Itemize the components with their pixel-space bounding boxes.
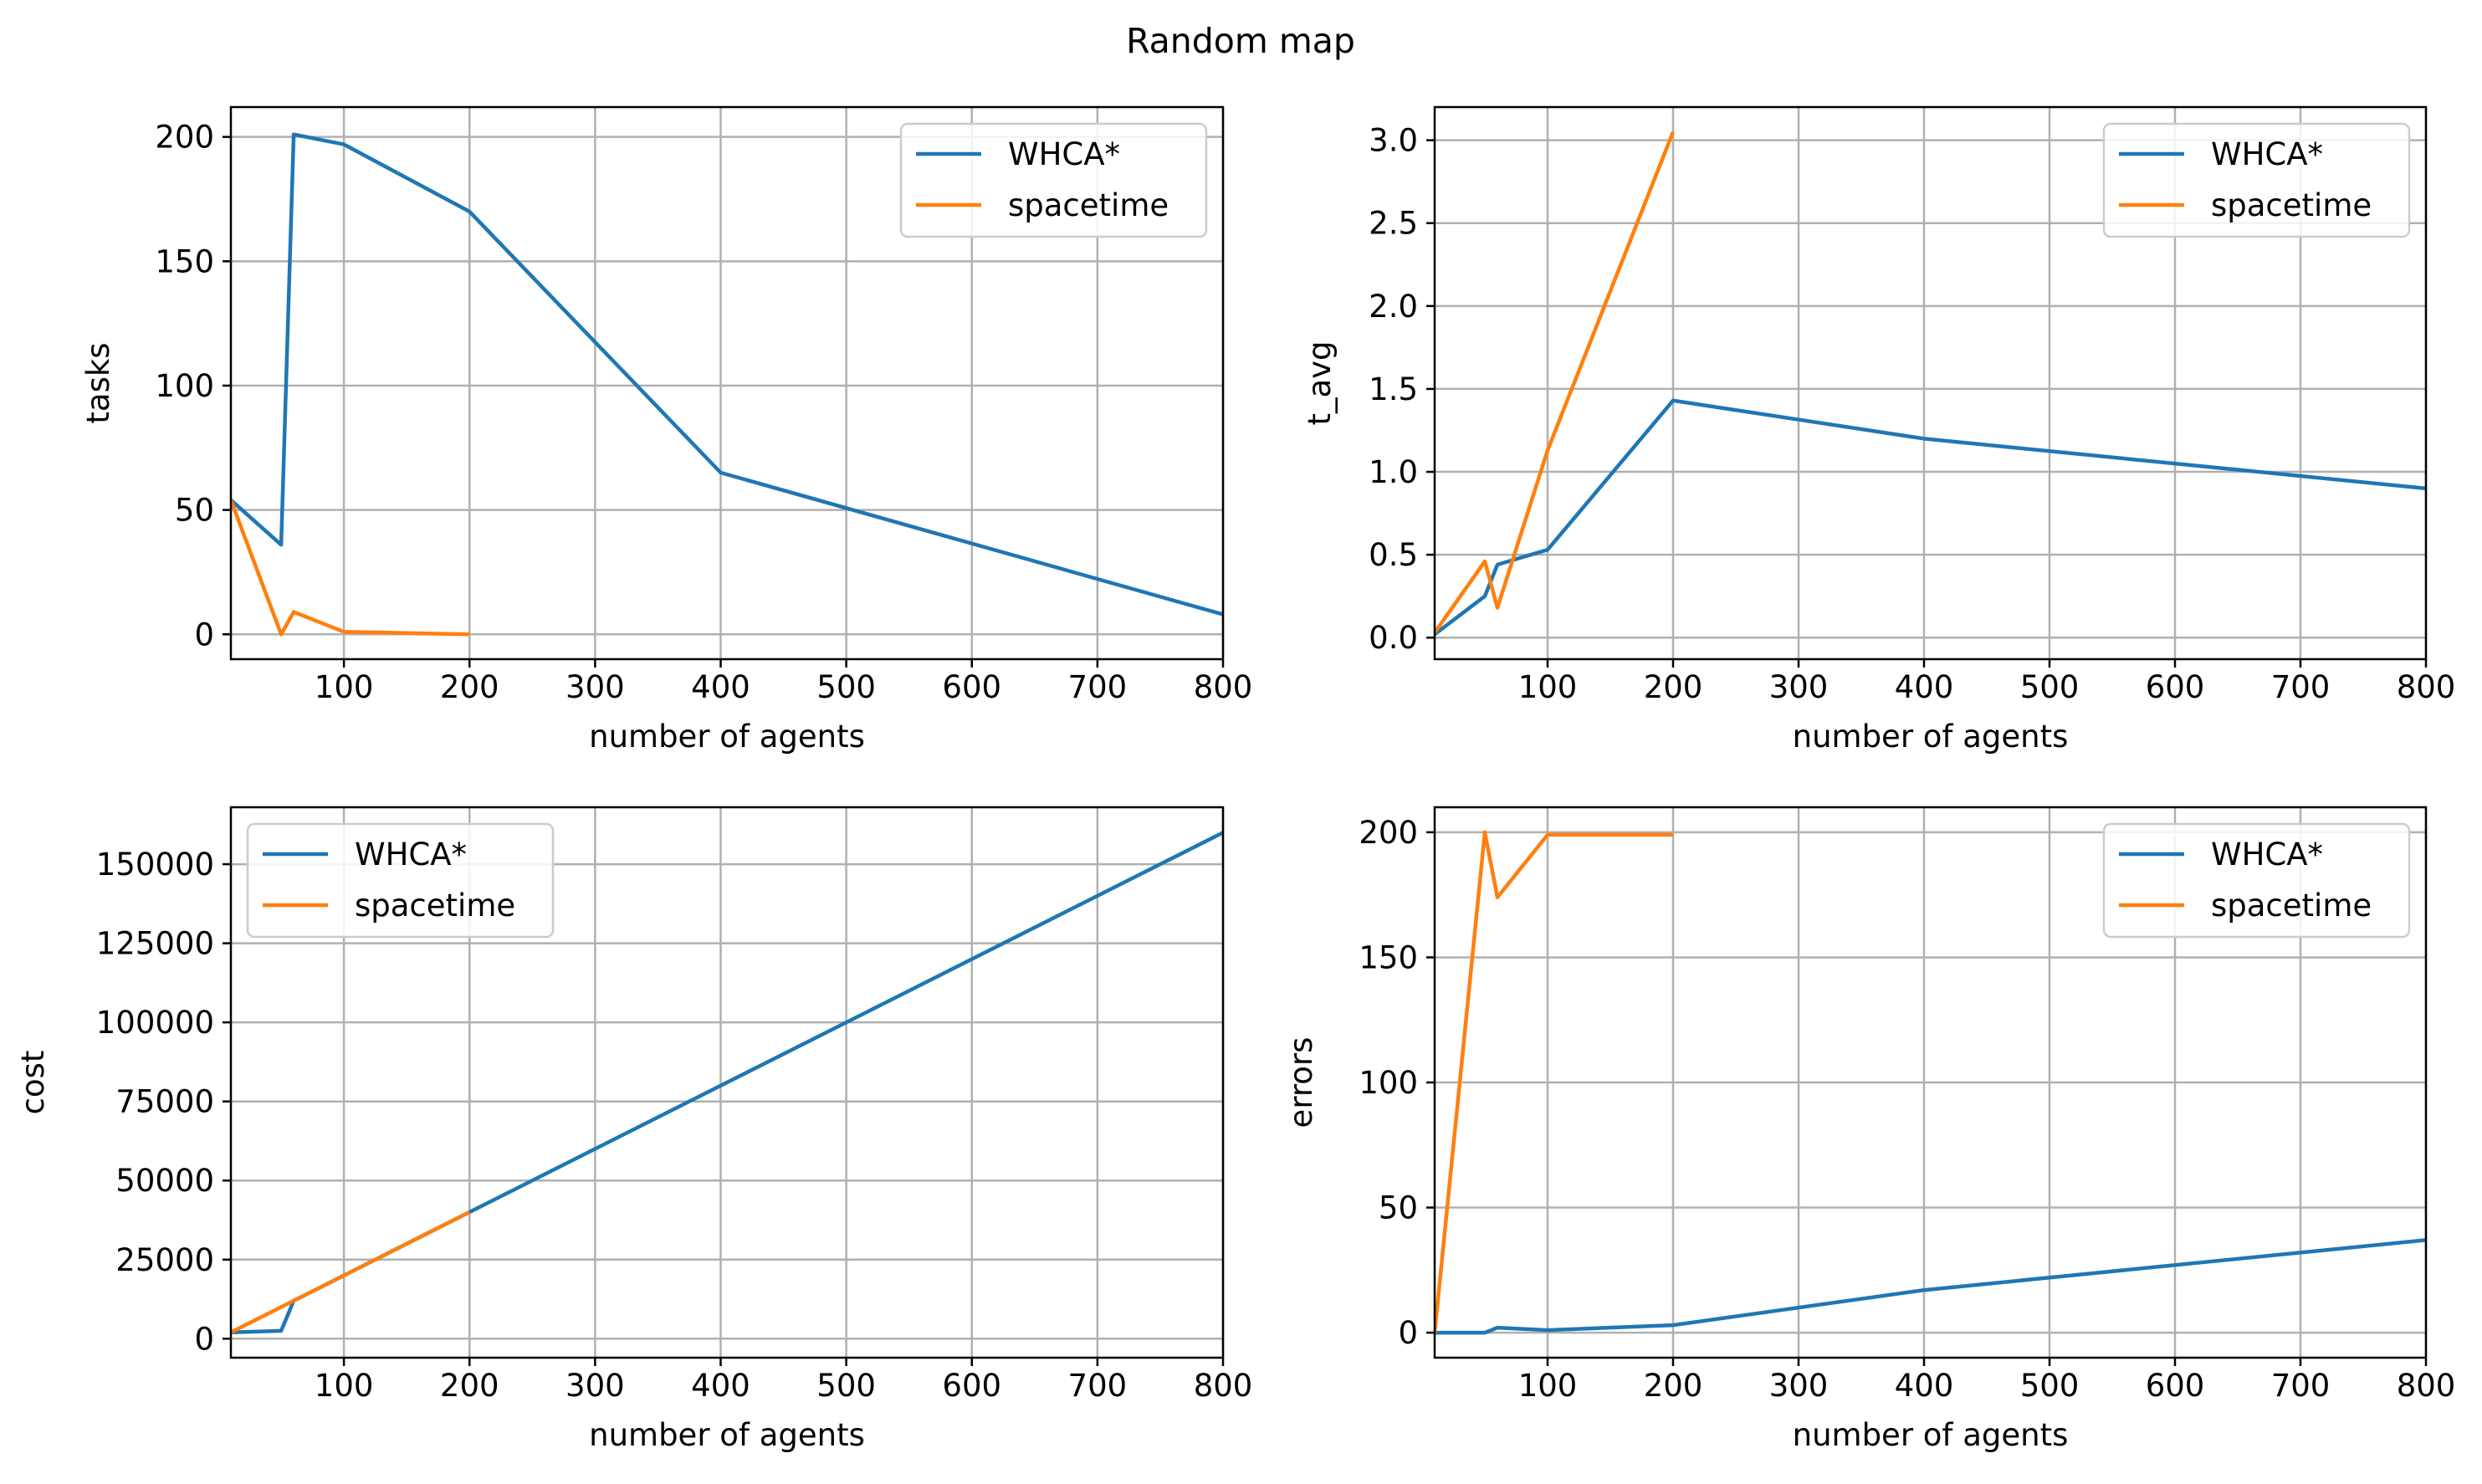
x-tick-label: 400 [1895, 1368, 1954, 1404]
legend-label: WHCA* [355, 837, 467, 872]
series-line-spacetime [231, 1210, 471, 1334]
y-tick-label: 0 [194, 617, 214, 652]
legend-label: WHCA* [2211, 837, 2323, 872]
x-axis-label: number of agents [589, 719, 865, 755]
x-tick-label: 700 [2271, 669, 2331, 705]
y-tick-label: 2.5 [1369, 206, 1418, 242]
y-tick-label: 0.0 [1369, 620, 1418, 656]
x-axis-label: number of agents [589, 1417, 865, 1453]
x-tick-label: 500 [816, 1368, 876, 1404]
y-tick-label: 3.0 [1369, 123, 1418, 159]
x-tick-label: 100 [1518, 1368, 1578, 1404]
axes-frame [1433, 105, 2428, 661]
series-line-whca- [1435, 398, 2426, 637]
x-tick-label: 300 [565, 1368, 625, 1404]
y-axis-label: t_avg [1302, 340, 1338, 425]
x-tick-label: 200 [1644, 1368, 1703, 1404]
y-axis-label: tasks [80, 342, 116, 423]
x-tick-label: 100 [315, 1368, 374, 1404]
y-tick-label: 200 [155, 120, 214, 156]
series-line-whca- [1435, 1238, 2426, 1335]
y-tick-label: 2.0 [1369, 289, 1418, 325]
x-tick-label: 600 [942, 669, 1001, 705]
legend-label: spacetime [2211, 888, 2372, 924]
y-tick-label: 100 [155, 368, 214, 404]
axes-frame [229, 105, 1225, 661]
x-tick-label: 700 [2271, 1368, 2331, 1404]
x-axis-label: number of agents [1793, 1417, 2069, 1453]
x-tick-label: 200 [440, 669, 499, 705]
y-tick-label: 125000 [96, 926, 214, 962]
x-tick-label: 400 [1895, 669, 1954, 705]
series-line-spacetime [1435, 130, 1676, 634]
chart-panel-t-avg: 100 200 300 400 500 600 700 800 0.0 0.5 1.0 1.5 2.0 2… [1302, 105, 2456, 755]
chart-panel-cost: 100 200 300 400 500 600 700 800 0 25000 50000 75000… [15, 806, 1253, 1453]
legend-label: spacetime [355, 888, 515, 924]
x-tick-label: 300 [565, 669, 625, 705]
y-tick-label: 200 [1359, 815, 1418, 851]
chart-panel-errors: 100 200 300 400 500 600 700 800 0 50 100 150 200 numb… [1283, 806, 2456, 1453]
x-tick-label: 500 [816, 669, 876, 705]
x-tick-label: 500 [2020, 1368, 2080, 1404]
y-tick-label: 1.0 [1369, 454, 1418, 490]
legend-label: WHCA* [1008, 136, 1120, 172]
y-tick-label: 0.5 [1369, 537, 1418, 573]
x-tick-label: 800 [2397, 1368, 2456, 1404]
y-tick-label: 50 [175, 493, 214, 529]
x-tick-label: 400 [691, 669, 750, 705]
series-line-whca- [231, 132, 1223, 617]
y-tick-label: 0 [1398, 1315, 1418, 1351]
y-axis-label: errors [1283, 1037, 1319, 1128]
x-tick-label: 300 [1769, 1368, 1829, 1404]
y-tick-label: 75000 [115, 1084, 214, 1120]
y-tick-label: 150 [155, 243, 214, 279]
x-tick-label: 800 [1194, 669, 1253, 705]
y-tick-label: 50 [1379, 1190, 1418, 1226]
x-tick-label: 600 [942, 1368, 1001, 1404]
y-tick-label: 1.5 [1369, 371, 1418, 407]
legend-label: spacetime [2211, 187, 2372, 223]
x-tick-label: 100 [1518, 669, 1578, 705]
legend: WHCA* spacetime [2102, 822, 2411, 939]
chart-panel-tasks: 100 200 300 400 500 600 700 800 0 50 100 150 200 numb… [80, 105, 1253, 755]
legend: WHCA* spacetime [2102, 122, 2411, 238]
legend: WHCA* spacetime [899, 122, 1208, 238]
y-tick-label: 150 [1359, 939, 1418, 975]
series-line-spacetime [231, 499, 470, 637]
x-tick-label: 500 [2020, 669, 2080, 705]
x-tick-label: 400 [691, 1368, 750, 1404]
legend: WHCA* spacetime [246, 822, 555, 939]
x-tick-label: 100 [315, 669, 374, 705]
x-tick-label: 600 [2146, 669, 2205, 705]
x-tick-label: 800 [1194, 1368, 1253, 1404]
legend-label: spacetime [1008, 187, 1169, 223]
x-axis-label: number of agents [1793, 719, 2069, 755]
x-tick-label: 800 [2397, 669, 2456, 705]
y-tick-label: 50000 [115, 1163, 214, 1199]
y-tick-label: 150000 [96, 847, 214, 883]
figure-title: Random map [1126, 21, 1355, 61]
series-line-spacetime [1435, 830, 1673, 1333]
y-axis-label: cost [15, 1051, 51, 1115]
x-tick-label: 700 [1068, 669, 1128, 705]
x-tick-label: 200 [1644, 669, 1703, 705]
x-tick-label: 200 [440, 1368, 499, 1404]
x-tick-label: 700 [1068, 1368, 1128, 1404]
y-tick-label: 25000 [115, 1242, 214, 1278]
y-tick-label: 0 [194, 1321, 214, 1357]
x-tick-label: 300 [1769, 669, 1829, 705]
legend-label: WHCA* [2211, 136, 2323, 172]
y-tick-label: 100000 [96, 1005, 214, 1041]
axes-frame [229, 806, 1225, 1359]
y-tick-label: 100 [1359, 1065, 1418, 1101]
x-tick-label: 600 [2146, 1368, 2205, 1404]
